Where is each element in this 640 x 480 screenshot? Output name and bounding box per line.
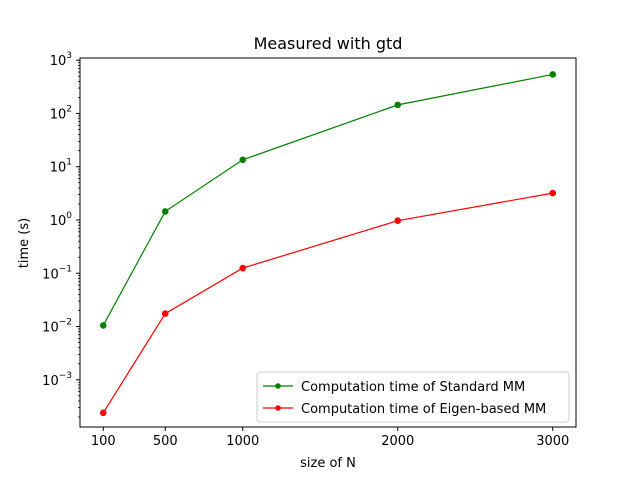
y-tick-label: 102 (50, 104, 72, 122)
legend: Computation time of Standard MM Computati… (256, 371, 570, 423)
x-tick-label: 1000 (226, 434, 259, 449)
legend-label-1: Computation time of Standard MM (301, 380, 525, 395)
legend-box (256, 371, 570, 423)
series-point-1 (99, 322, 107, 329)
series-point-1 (239, 156, 247, 164)
y-tick-label: 101 (50, 158, 72, 176)
legend-marker-2 (275, 405, 281, 411)
y-tick-label: 103 (50, 51, 72, 69)
chart-title: Measured with gtd (254, 34, 403, 53)
y-axis-label: time (s) (17, 218, 32, 268)
legend-label-2: Computation time of Eigen-based MM (301, 402, 546, 417)
y-tick-label: 10−2 (42, 318, 72, 336)
x-tick-label: 100 (91, 434, 116, 449)
y-tick-label: 10−3 (42, 371, 72, 389)
axes-frame (79, 57, 577, 428)
series-point-1 (394, 101, 402, 109)
series-point-2 (161, 310, 169, 317)
x-tick-label: 2000 (381, 434, 414, 449)
series-point-1 (161, 208, 169, 215)
x-tick-label: 3000 (536, 434, 569, 449)
series-point-2 (239, 264, 247, 272)
series-point-1 (549, 71, 557, 78)
x-tick-label: 500 (153, 434, 178, 449)
legend-marker-1 (275, 383, 281, 389)
series-point-2 (394, 217, 402, 225)
y-tick-label: 10−1 (42, 264, 72, 282)
series-point-2 (99, 409, 107, 417)
y-tick-label: 100 (50, 211, 73, 229)
plot-area: 100 500 1000 2000 3000 10−3 10−2 10−1 100 101 102 1… (42, 51, 577, 449)
x-axis-label: size of N (300, 456, 356, 471)
series-point-2 (549, 189, 557, 197)
